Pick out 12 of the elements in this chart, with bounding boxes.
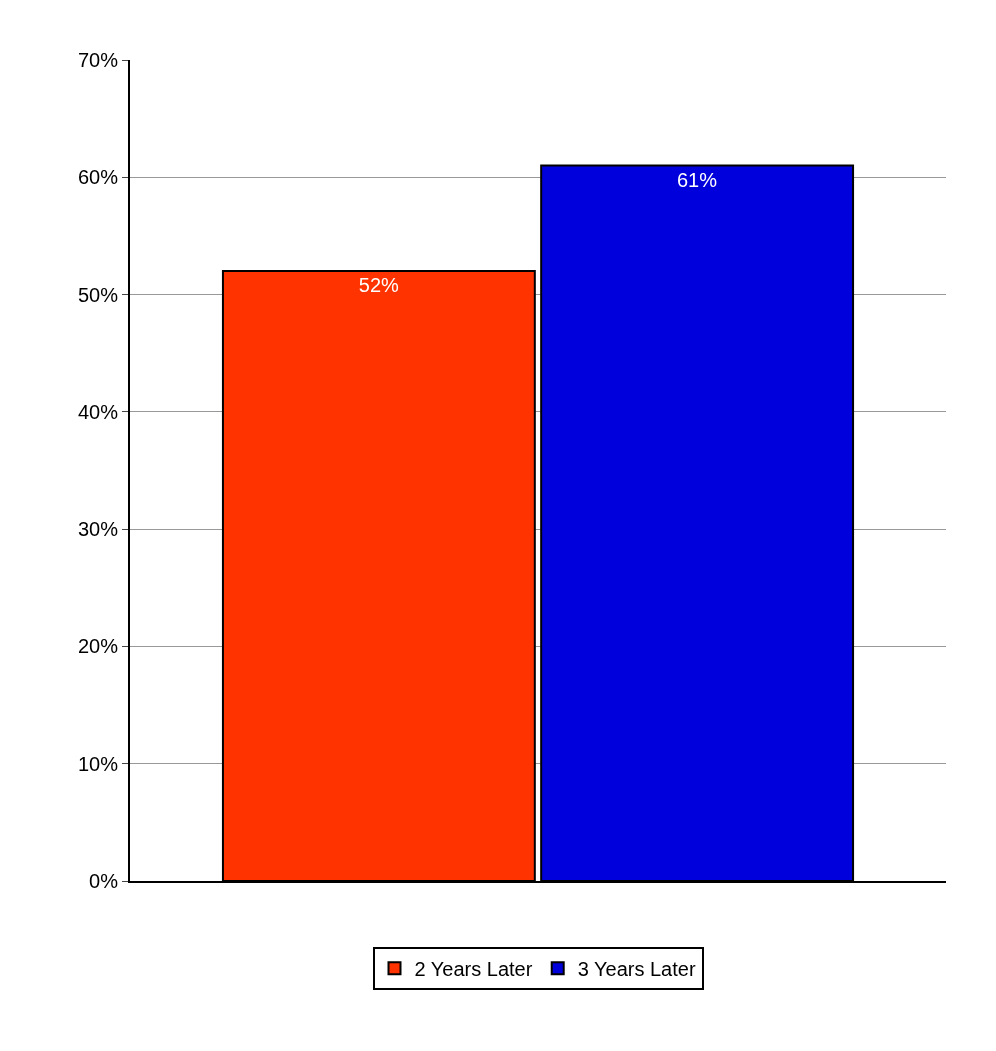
y-tick-label: 40% xyxy=(77,400,119,423)
y-tick-label: 10% xyxy=(77,752,119,775)
data-label: 61% xyxy=(677,168,718,191)
y-tick-label: 60% xyxy=(77,166,119,189)
legend-label: 3 Years Later xyxy=(577,957,696,980)
y-tick-label: 50% xyxy=(77,283,119,306)
y-tick-label: 70% xyxy=(77,49,119,71)
data-label: 52% xyxy=(358,274,399,297)
y-tick-label: 30% xyxy=(77,518,119,541)
legend-label: 2 Years Later xyxy=(414,957,533,980)
y-tick-label: 20% xyxy=(77,635,119,658)
y-tick-label: 0% xyxy=(89,870,119,892)
